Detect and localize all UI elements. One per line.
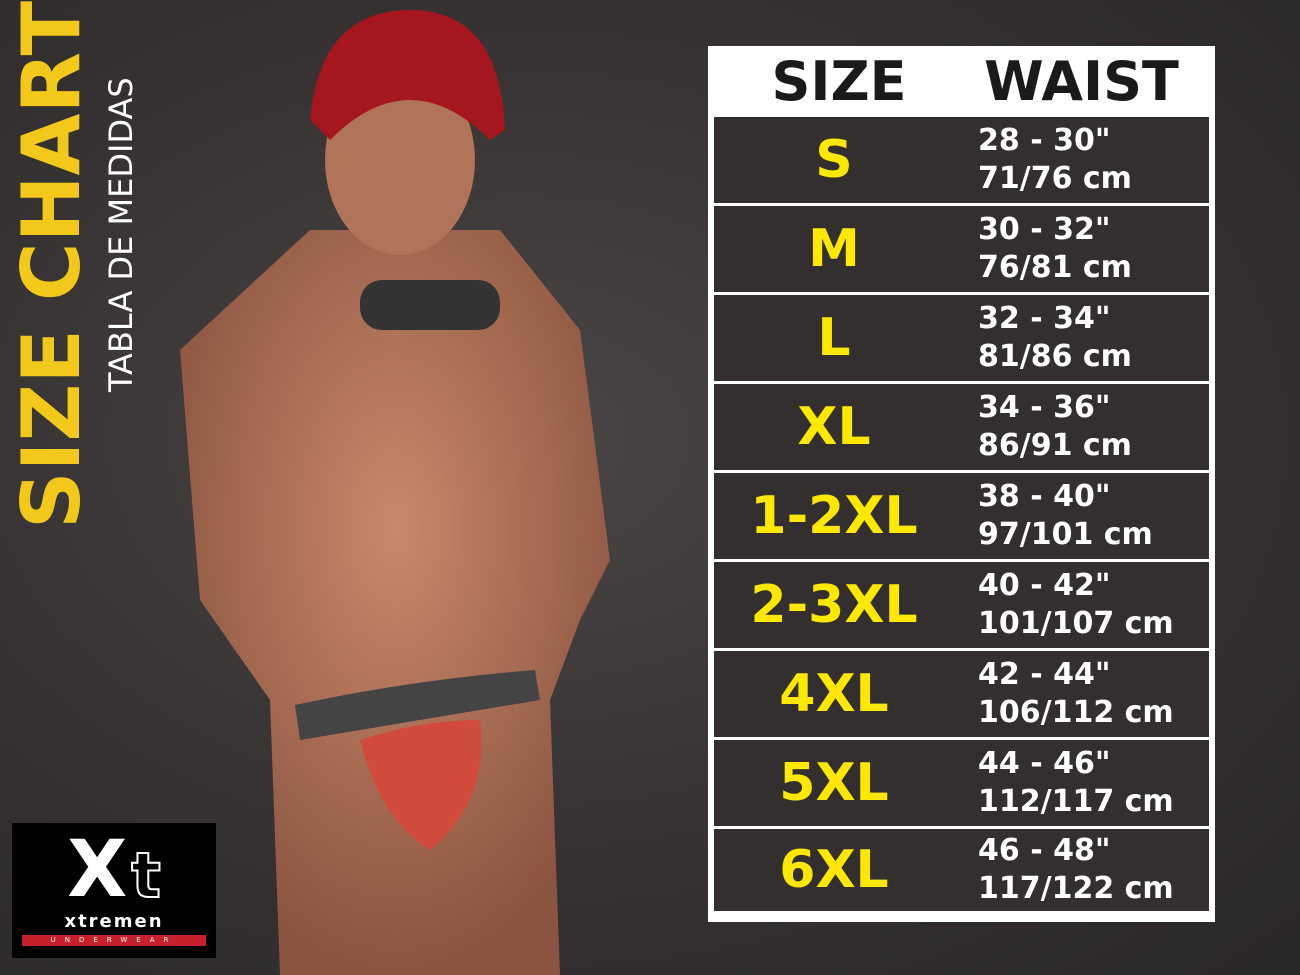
waist-cm: 81/86 cm bbox=[978, 339, 1132, 374]
waist-cm: 76/81 cm bbox=[978, 250, 1132, 285]
waist-measurement: 46 - 48" 117/122 cm bbox=[954, 832, 1209, 908]
waist-cm: 86/91 cm bbox=[978, 428, 1132, 463]
table-row: S 28 - 30" 71/76 cm bbox=[714, 117, 1209, 203]
model-photo bbox=[180, 10, 610, 975]
waist-cm: 71/76 cm bbox=[978, 161, 1132, 196]
title-size-chart: SIZE CHART bbox=[5, 0, 98, 530]
waist-inches: 32 - 34" bbox=[978, 301, 1111, 336]
table-row: M 30 - 32" 76/81 cm bbox=[714, 206, 1209, 292]
waist-measurement: 32 - 34" 81/86 cm bbox=[954, 300, 1209, 376]
waist-inches: 44 - 46" bbox=[978, 746, 1111, 781]
size-label: 5XL bbox=[779, 753, 889, 813]
logo-brand: xtremen bbox=[64, 911, 164, 932]
size-label: 6XL bbox=[779, 840, 889, 900]
waist-cm: 106/112 cm bbox=[978, 695, 1174, 730]
waist-measurement: 38 - 40" 97/101 cm bbox=[954, 478, 1209, 554]
size-label: XL bbox=[797, 397, 871, 457]
size-label: 1-2XL bbox=[750, 486, 918, 546]
waist-inches: 28 - 30" bbox=[978, 123, 1111, 158]
waist-cm: 101/107 cm bbox=[978, 606, 1174, 641]
table-row: L 32 - 34" 81/86 cm bbox=[714, 295, 1209, 381]
waist-measurement: 42 - 44" 106/112 cm bbox=[954, 656, 1209, 732]
size-table: SIZE WAIST S 28 - 30" 71/76 cm M 30 - 32"… bbox=[708, 46, 1215, 922]
waist-cm: 112/117 cm bbox=[978, 784, 1174, 819]
waist-cm: 97/101 cm bbox=[978, 517, 1153, 552]
waist-inches: 38 - 40" bbox=[978, 479, 1111, 514]
logo-mark-x: X bbox=[67, 825, 128, 915]
table-row: 4XL 42 - 44" 106/112 cm bbox=[714, 651, 1209, 737]
table-header: SIZE WAIST bbox=[714, 46, 1209, 117]
table-row: 2-3XL 40 - 42" 101/107 cm bbox=[714, 562, 1209, 648]
header-waist: WAIST bbox=[984, 49, 1179, 113]
waist-inches: 42 - 44" bbox=[978, 657, 1111, 692]
size-label: S bbox=[815, 130, 853, 190]
waist-measurement: 34 - 36" 86/91 cm bbox=[954, 389, 1209, 465]
size-label: L bbox=[817, 308, 851, 368]
logo-mark-t: t bbox=[130, 839, 162, 912]
waist-measurement: 30 - 32" 76/81 cm bbox=[954, 211, 1209, 287]
table-row: 1-2XL 38 - 40" 97/101 cm bbox=[714, 473, 1209, 559]
waist-inches: 34 - 36" bbox=[978, 390, 1111, 425]
size-label: M bbox=[808, 219, 860, 279]
waist-measurement: 44 - 46" 112/117 cm bbox=[954, 745, 1209, 821]
waist-measurement: 28 - 30" 71/76 cm bbox=[954, 122, 1209, 198]
header-size: SIZE bbox=[771, 49, 907, 113]
table-body: S 28 - 30" 71/76 cm M 30 - 32" 76/81 cm L … bbox=[714, 117, 1209, 911]
waist-cm: 117/122 cm bbox=[978, 871, 1174, 906]
waist-inches: 46 - 48" bbox=[978, 833, 1111, 868]
table-row: 5XL 44 - 46" 112/117 cm bbox=[714, 740, 1209, 826]
waist-measurement: 40 - 42" 101/107 cm bbox=[954, 567, 1209, 643]
table-row: XL 34 - 36" 86/91 cm bbox=[714, 384, 1209, 470]
table-row: 6XL 46 - 48" 117/122 cm bbox=[714, 829, 1209, 911]
size-label: 2-3XL bbox=[750, 575, 918, 635]
logo-tagline: UNDERWEAR bbox=[22, 935, 206, 946]
waist-inches: 30 - 32" bbox=[978, 212, 1111, 247]
title-tabla-de-medidas: TABLA DE MEDIDAS bbox=[102, 77, 140, 393]
size-label: 4XL bbox=[779, 664, 889, 724]
waist-inches: 40 - 42" bbox=[978, 568, 1111, 603]
